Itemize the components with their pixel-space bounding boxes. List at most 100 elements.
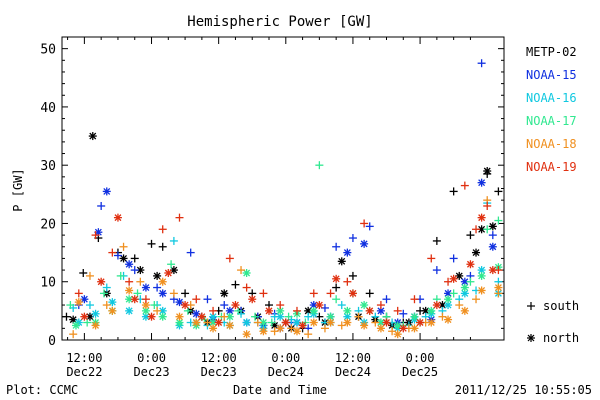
- noaa-16-north-point: [125, 306, 134, 315]
- noaa-19-south-point: [108, 248, 117, 257]
- noaa-19-north-point: [382, 318, 391, 327]
- noaa-18-south-point: [354, 312, 363, 321]
- noaa-15-north-point: [158, 289, 167, 298]
- noaa-16-north-point: [444, 301, 453, 310]
- noaa-15-south-point: [449, 254, 458, 263]
- noaa-19-north-point: [231, 301, 240, 310]
- noaa-15-north-point: [343, 248, 352, 257]
- noaa-19-south-point: [483, 201, 492, 210]
- noaa-19-north-point: [281, 318, 290, 327]
- noaa-18-north-point: [192, 318, 201, 327]
- noaa-15-south-point: [97, 201, 106, 210]
- noaa-19-north-point: [214, 318, 223, 327]
- noaa-17-north-point: [343, 306, 352, 315]
- noaa-19-north-point: [181, 301, 190, 310]
- noaa-15-north-point: [141, 283, 150, 292]
- x-tick-date-label: Dec24: [268, 365, 304, 379]
- noaa-17-north-point: [242, 268, 251, 277]
- noaa-15-north-point: [80, 295, 89, 304]
- metp-02-south-point: [348, 271, 357, 280]
- noaa-19-north-point: [432, 301, 441, 310]
- noaa-19-south-point: [158, 225, 167, 234]
- noaa-18-north-point: [242, 330, 251, 339]
- noaa-19-south-point: [309, 289, 318, 298]
- noaa-15-south-point: [348, 234, 357, 243]
- noaa-18-north-point: [494, 283, 503, 292]
- noaa-18-north-point: [326, 318, 335, 327]
- metp-02-north-point: [220, 289, 229, 298]
- noaa-16-south-point: [85, 301, 94, 310]
- north-marker-icon: [527, 334, 535, 342]
- y-tick-label: 30: [40, 159, 56, 174]
- noaa-18-north-point: [74, 298, 83, 307]
- noaa-19-north-point: [248, 295, 257, 304]
- metp-02-south-point: [332, 283, 341, 292]
- noaa-18-north-point: [259, 327, 268, 336]
- noaa-17-south-point: [315, 161, 324, 170]
- metp-02-south-point: [466, 231, 475, 240]
- noaa-17-north-point: [158, 312, 167, 321]
- metp-02-south-point: [130, 254, 139, 263]
- noaa-19-north-point: [130, 295, 139, 304]
- metp-02-north-point: [119, 254, 128, 263]
- noaa-18-south-point: [371, 318, 380, 327]
- noaa-17-south-point: [494, 216, 503, 225]
- metp-02-north-point: [483, 167, 492, 176]
- noaa-15-south-point: [186, 248, 195, 257]
- noaa-15-south-point: [399, 309, 408, 318]
- noaa-15-north-point: [477, 178, 486, 187]
- noaa-16-north-point: [91, 309, 100, 318]
- metp-02-south-point: [449, 187, 458, 196]
- y-axis-ticks: 0 10 20 30 40 50: [40, 43, 504, 349]
- noaa-15-south-point: [113, 251, 122, 260]
- noaa-18-south-point: [69, 330, 78, 339]
- noaa-18-north-point: [376, 324, 385, 333]
- noaa-18-north-point: [209, 324, 218, 333]
- noaa-18-south-point: [455, 301, 464, 310]
- noaa-19-south-point: [192, 295, 201, 304]
- noaa-19-north-point: [449, 274, 458, 283]
- noaa-17-north-point: [410, 312, 419, 321]
- noaa-18-north-point: [444, 315, 453, 324]
- noaa-19-south-point: [141, 295, 150, 304]
- noaa-18-north-point: [292, 327, 301, 336]
- legend-entry-noaa-15: NOAA-15: [526, 68, 577, 82]
- noaa-18-north-point: [175, 312, 184, 321]
- noaa-16-north-point: [477, 266, 486, 275]
- x-tick-time-label: 12:00: [66, 351, 102, 365]
- noaa-17-south-point: [150, 301, 159, 310]
- noaa-19-south-point: [175, 213, 184, 222]
- noaa-18-north-point: [343, 318, 352, 327]
- noaa-15-south-point: [153, 283, 162, 292]
- noaa-19-north-point: [147, 312, 156, 321]
- marker-legend: south north: [527, 299, 579, 345]
- noaa-17-south-point: [449, 289, 458, 298]
- metp-02-south-point: [158, 242, 167, 251]
- metp-02-north-point: [455, 271, 464, 280]
- noaa-18-north-point: [125, 286, 134, 295]
- noaa-18-south-point: [102, 301, 111, 310]
- noaa-15-north-point: [125, 260, 134, 269]
- noaa-17-north-point: [360, 301, 369, 310]
- y-tick-label: 50: [40, 43, 56, 58]
- noaa-19-south-point: [427, 254, 436, 263]
- noaa-17-north-point: [444, 295, 453, 304]
- noaa-18-north-point: [460, 306, 469, 315]
- noaa-19-south-point: [209, 306, 218, 315]
- noaa-19-south-point: [393, 306, 402, 315]
- noaa-18-north-point: [477, 286, 486, 295]
- noaa-19-north-point: [197, 312, 206, 321]
- metp-02-north-point: [472, 248, 481, 257]
- noaa-18-north-point: [360, 321, 369, 330]
- legend-entry-noaa-18: NOAA-18: [526, 137, 577, 151]
- legend: METP-02 NOAA-15 NOAA-16 NOAA-17 NOAA-18 NOAA-…: [526, 45, 577, 174]
- noaa-19-north-point: [315, 301, 324, 310]
- y-tick-label: 0: [48, 334, 56, 349]
- footer-timestamp: 2011/12/25 10:55:05: [455, 383, 592, 397]
- x-axis-ticks: 12:00Dec220:00Dec2312:00Dec230:00Dec2412…: [66, 37, 505, 379]
- footer-plot-credit: Plot: CCMC: [6, 383, 78, 397]
- noaa-19-south-point: [242, 283, 251, 292]
- noaa-19-south-point: [74, 289, 83, 298]
- noaa-15-north-point: [488, 242, 497, 251]
